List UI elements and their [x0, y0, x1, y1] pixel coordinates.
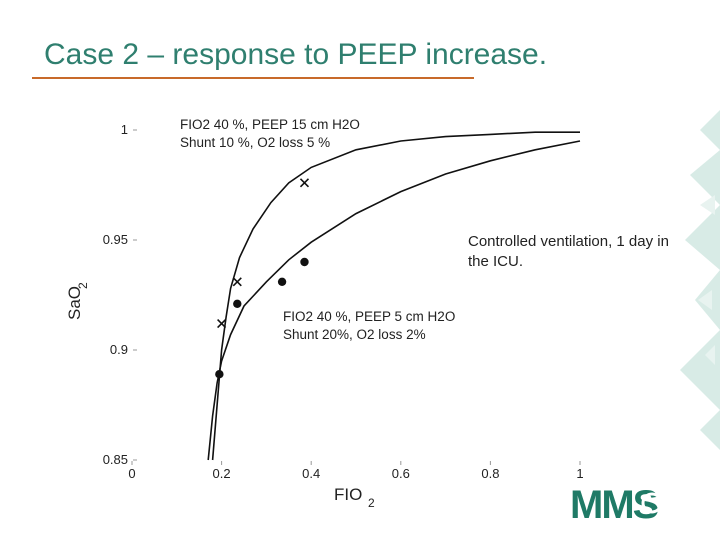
context-annotation: Controlled ventilation, 1 day in the ICU…	[468, 232, 669, 272]
x-tick-label: 0.4	[302, 466, 320, 481]
upper-annotation-line2: Shunt 10 %, O2 loss 5 %	[180, 135, 331, 150]
context-annotation-line2: the ICU.	[468, 253, 524, 270]
series-1-point	[217, 319, 227, 329]
series-2-point	[215, 370, 224, 379]
decorative-shape-panel	[680, 110, 720, 450]
series-2-point	[233, 299, 242, 308]
y-tick-label: 0.9	[110, 342, 128, 357]
mms-logo: MMS	[570, 483, 663, 527]
lower-curve-annotation: FIO2 40 %, PEEP 5 cm H2O Shunt 20%, O2 l…	[283, 308, 455, 344]
series-2-line	[207, 140, 581, 461]
x-tick-label: 0	[128, 466, 135, 481]
y-tick-label: 0.85	[103, 452, 128, 467]
title-underline	[32, 77, 474, 79]
x-axis-label: FIO	[334, 485, 362, 504]
series-1-point	[232, 277, 242, 287]
upper-curve-annotation: FIO2 40 %, PEEP 15 cm H2O Shunt 10 %, O2…	[180, 116, 360, 152]
slide-title: Case 2 – response to PEEP increase.	[44, 38, 548, 71]
x-axis-label-subscript: 2	[368, 496, 375, 510]
chart-curves	[207, 131, 581, 461]
svg-text:MMS: MMS	[570, 483, 659, 527]
y-tick-label: 0.95	[103, 232, 128, 247]
y-tick-label: 1	[121, 122, 128, 137]
x-tick-label: 1	[576, 466, 583, 481]
y-axis-label-subscript: 2	[76, 282, 90, 289]
upper-annotation-line1: FIO2 40 %, PEEP 15 cm H2O	[180, 117, 360, 132]
series-1-point	[299, 178, 310, 188]
context-annotation-line1: Controlled ventilation, 1 day in	[468, 233, 669, 250]
series-2-point	[300, 257, 309, 267]
y-axis-label: SaO	[65, 286, 84, 320]
series-2-point	[277, 277, 287, 286]
series-1-line	[211, 131, 580, 461]
x-tick-label: 0.2	[213, 466, 231, 481]
x-tick-label: 0.8	[481, 466, 499, 481]
chart-markers	[215, 178, 310, 379]
lower-annotation-line2: Shunt 20%, O2 loss 2%	[283, 327, 426, 342]
lower-annotation-line1: FIO2 40 %, PEEP 5 cm H2O	[283, 309, 456, 324]
x-tick-label: 0.6	[392, 466, 410, 481]
